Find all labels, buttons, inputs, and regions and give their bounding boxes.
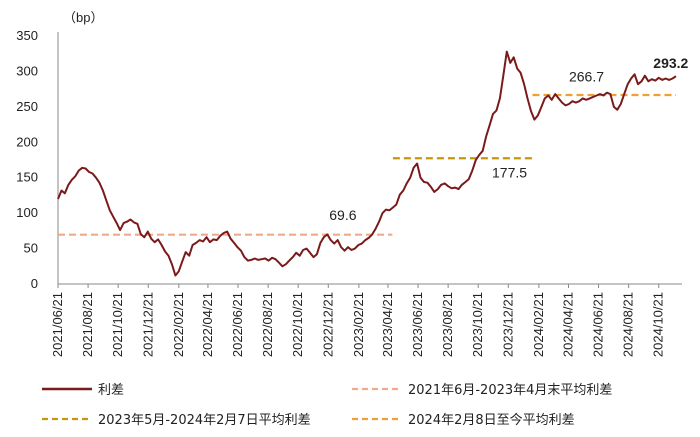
x-tick-label: 2021/08/21 (80, 292, 95, 357)
y-tick-label: 100 (16, 205, 38, 220)
y-tick-label: 50 (24, 241, 38, 256)
y-tick-label: 200 (16, 134, 38, 149)
y-tick-label: 0 (31, 276, 38, 291)
x-tick-label: 2024/08/21 (621, 292, 636, 357)
x-tick-label: 2024/10/21 (651, 292, 666, 357)
y-tick-label: 300 (16, 63, 38, 78)
x-tick-label: 2022/06/21 (230, 292, 245, 357)
spread-series-line (57, 50, 677, 277)
x-tick-label: 2022/02/21 (171, 292, 186, 357)
y-tick-label: 250 (16, 99, 38, 114)
x-tick-label: 2023/12/21 (500, 292, 515, 357)
y-axis-ticks: 0 50 100 150 200 250 300 350 (16, 28, 38, 291)
legend-label: 2023年5月-2024年2月7日平均利差 (98, 413, 311, 428)
x-tick-label: 2022/04/21 (200, 292, 215, 357)
annotations: 69.6 177.5 266.7 293.2 (329, 55, 688, 223)
y-tick-label: 350 (16, 28, 38, 43)
value-annotation: 177.5 (492, 165, 527, 181)
legend-label: 2024年2月8日至今平均利差 (408, 412, 575, 428)
x-tick-label: 2021/10/21 (110, 292, 125, 357)
x-axis-ticks: 2021/06/21 2021/08/21 2021/10/21 2021/12/21… (50, 284, 666, 357)
value-annotation: 69.6 (329, 207, 356, 223)
x-tick-label: 2021/06/21 (50, 292, 65, 357)
x-tick-label: 2023/04/21 (380, 292, 395, 357)
x-tick-label: 2024/04/21 (560, 292, 575, 357)
value-annotation: 266.7 (569, 68, 604, 84)
axes (57, 32, 682, 285)
legend-label: 利差 (98, 383, 124, 398)
x-tick-label: 2024/06/21 (591, 292, 606, 357)
legend-label: 2021年6月-2023年4月末平均利差 (408, 383, 612, 398)
legend: 利差 2021年6月-2023年4月末平均利差 2023年5月-2024年2月7日平… (42, 383, 612, 428)
value-annotation: 293.2 (653, 55, 688, 71)
x-tick-label: 2022/12/21 (320, 292, 335, 357)
x-tick-label: 2023/08/21 (440, 292, 455, 357)
y-axis-unit-label: （bp） (63, 10, 103, 25)
x-tick-label: 2024/02/21 (531, 292, 546, 357)
x-tick-label: 2023/10/21 (470, 292, 485, 357)
average-lines (58, 93, 676, 236)
y-tick-label: 150 (16, 170, 38, 185)
x-tick-label: 2023/06/21 (410, 292, 425, 357)
x-tick-label: 2023/02/21 (351, 292, 366, 357)
x-tick-label: 2021/12/21 (140, 292, 155, 357)
x-tick-label: 2022/10/21 (290, 292, 305, 357)
series-group (57, 50, 677, 277)
x-tick-label: 2022/08/21 (260, 292, 275, 357)
